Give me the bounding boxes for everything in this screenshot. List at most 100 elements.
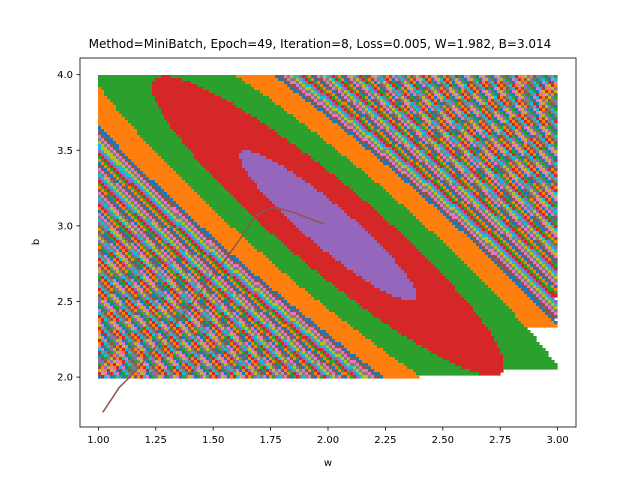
contour-band [338, 114, 342, 118]
contour-band [362, 108, 366, 112]
contour-band [389, 153, 393, 157]
contour-band [161, 219, 165, 223]
contour-band [497, 255, 501, 259]
contour-band [449, 75, 453, 79]
contour-band [365, 87, 369, 91]
contour-band [224, 255, 228, 259]
contour-band [515, 246, 519, 250]
contour-band [383, 108, 387, 112]
contour-band [119, 252, 123, 256]
contour-band [545, 201, 549, 205]
contour-band [413, 159, 417, 163]
contour-band [422, 138, 426, 142]
contour-band [470, 99, 474, 103]
contour-band [464, 213, 468, 217]
contour-band [536, 219, 540, 223]
contour-band [167, 162, 201, 166]
contour-band [503, 171, 507, 175]
contour-band [440, 93, 444, 97]
contour-band [185, 219, 189, 223]
contour-band [122, 162, 126, 166]
contour-band [521, 195, 525, 199]
contour-band [422, 144, 426, 148]
contour-band [440, 189, 444, 193]
contour-band [383, 111, 387, 115]
contour-band [101, 147, 108, 151]
contour-band [422, 132, 426, 136]
contour-band [389, 78, 393, 82]
contour-band [467, 135, 471, 139]
contour-band [119, 186, 123, 190]
contour-band [218, 249, 222, 253]
contour-band [503, 231, 507, 235]
contour-band [104, 156, 108, 160]
contour-band [413, 138, 417, 142]
contour-band [404, 141, 408, 145]
contour-band [356, 102, 360, 106]
contour-band [425, 75, 429, 79]
contour-band [476, 132, 480, 136]
contour-band [542, 243, 546, 247]
contour-band [101, 249, 105, 253]
contour-band [434, 192, 438, 196]
contour-band [497, 207, 501, 211]
contour-band [464, 147, 468, 151]
contour-band [359, 129, 363, 133]
contour-band [449, 87, 453, 91]
contour-band [434, 138, 438, 142]
contour-band [98, 153, 102, 157]
contour-band [470, 81, 474, 85]
contour-band [542, 138, 546, 142]
contour-band [479, 99, 483, 103]
contour-band [359, 123, 363, 127]
contour-band [422, 159, 426, 163]
contour-band [551, 162, 555, 166]
contour-band [284, 81, 288, 85]
contour-band [140, 186, 144, 190]
contour-band [509, 159, 513, 163]
contour-band [227, 264, 231, 268]
contour-band [545, 180, 549, 184]
contour-band [98, 120, 129, 124]
contour-band [467, 192, 471, 196]
contour-band [323, 102, 327, 106]
contour-band [440, 114, 444, 118]
contour-band [341, 99, 345, 103]
contour-band [515, 99, 519, 103]
contour-band [149, 144, 186, 148]
contour-band [437, 96, 441, 100]
contour-band [449, 129, 453, 133]
contour-band [413, 156, 417, 160]
contour-band [467, 75, 471, 79]
contour-band [500, 195, 504, 199]
contour-band [425, 162, 429, 166]
contour-band [530, 201, 534, 205]
contour-band [446, 93, 450, 97]
contour-band [494, 189, 498, 193]
contour-band [164, 246, 168, 250]
contour-band [473, 228, 477, 232]
contour-band [533, 132, 537, 136]
contour-band [404, 159, 408, 163]
contour-band [428, 201, 435, 205]
contour-band [479, 144, 483, 148]
contour-band [137, 237, 141, 241]
contour-band [149, 204, 153, 208]
contour-band [131, 189, 135, 193]
contour-band [356, 120, 360, 124]
contour-band [311, 78, 315, 82]
contour-band [458, 195, 462, 199]
contour-band [554, 75, 558, 79]
contour-band [551, 174, 555, 178]
contour-band [449, 183, 453, 187]
contour-band [116, 246, 120, 250]
contour-band [470, 102, 474, 106]
contour-band [428, 93, 432, 97]
contour-band [281, 135, 321, 139]
contour-band [554, 138, 558, 142]
contour-band [503, 240, 507, 244]
contour-band [374, 87, 378, 91]
contour-band [539, 114, 543, 118]
contour-band [131, 252, 135, 256]
contour-band [404, 123, 408, 127]
